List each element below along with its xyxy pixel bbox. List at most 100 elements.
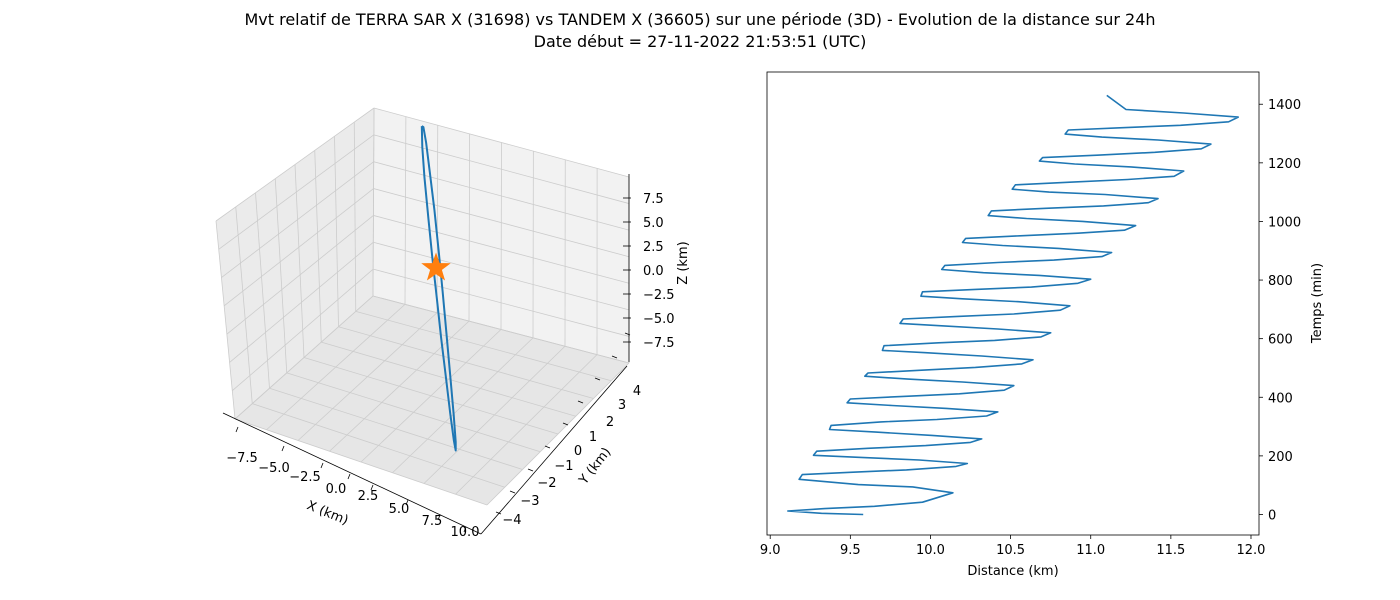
origin-star-marker — [421, 252, 451, 281]
grid-line — [486, 362, 630, 506]
grid-line — [404, 116, 407, 305]
grid-line — [223, 188, 374, 307]
plot-frame — [766, 71, 1260, 536]
grid-line — [373, 161, 630, 231]
grid-line — [274, 178, 288, 373]
grid-line — [373, 188, 630, 258]
grid-line — [392, 337, 534, 474]
grid-line — [373, 107, 630, 178]
y-tick-label: 4 — [633, 384, 641, 399]
y-tick-label: −1 — [554, 459, 573, 474]
x-axis-label: Distance (km) — [967, 564, 1058, 579]
grid-line — [353, 122, 357, 312]
grid-line — [500, 142, 502, 330]
grid-line — [215, 107, 375, 222]
distance-line — [786, 94, 1239, 516]
x-tick — [320, 462, 324, 469]
grid-line — [373, 268, 630, 337]
y-tick — [624, 332, 631, 336]
z-tick-label: 2.5 — [643, 240, 664, 255]
grid-line — [229, 241, 374, 363]
y-tick — [495, 511, 502, 515]
y-tick — [594, 377, 601, 381]
y-tick-label: −2 — [537, 476, 556, 491]
x-tick-label: 10.0 — [451, 525, 480, 540]
y-tick-label: −3 — [520, 494, 539, 509]
grid-line — [215, 220, 236, 420]
y-tick — [562, 422, 569, 426]
x-tick-label: −2.5 — [289, 470, 321, 485]
x-tick — [281, 445, 285, 452]
x-tick-label: 9.5 — [840, 543, 861, 558]
grid-line — [232, 268, 374, 392]
x-tick-label: 5.0 — [389, 502, 410, 517]
x-tick-label: 7.5 — [422, 514, 443, 529]
grid-line — [468, 133, 471, 322]
grid-line — [360, 329, 502, 463]
grid-line — [255, 192, 270, 389]
grid-line — [221, 161, 374, 278]
z-axis-label: Z (km) — [676, 241, 691, 284]
z-tick-label: −2.5 — [643, 288, 675, 303]
x-tick-label: 11.5 — [1156, 543, 1185, 558]
grid-line — [297, 312, 438, 441]
grid-line — [373, 215, 630, 284]
trajectory-line — [420, 125, 457, 452]
y-axis-label: Temps (min) — [1310, 263, 1325, 344]
x-tick-label: 12.0 — [1237, 543, 1266, 558]
grid-line — [218, 134, 375, 250]
y-tick-label: 800 — [1268, 274, 1293, 289]
y-tick-label: 200 — [1268, 450, 1293, 465]
grid-line — [266, 304, 406, 431]
figure-title: Mvt relatif de TERRA SAR X (31698) vs TA… — [244, 10, 1156, 29]
x-tick-label: 10.0 — [916, 543, 945, 558]
grid-line — [372, 295, 630, 364]
grid-line — [423, 345, 566, 484]
pane-floor — [235, 296, 629, 505]
x-tick — [405, 499, 409, 506]
z-tick-label: −5.0 — [643, 312, 675, 327]
y-tick-label: −4 — [502, 513, 521, 528]
grid-line — [373, 134, 630, 204]
y-axis-line — [480, 365, 628, 535]
x-tick-label: 9.0 — [760, 543, 781, 558]
y-tick — [611, 355, 618, 359]
x-tick-label: 10.5 — [996, 543, 1025, 558]
grid-line — [234, 295, 374, 420]
y-tick-label: 2 — [606, 415, 614, 430]
grid-line — [455, 354, 598, 495]
x-tick-label: 11.0 — [1076, 543, 1105, 558]
x-tick — [463, 526, 467, 533]
x-tick-label: 2.5 — [358, 489, 379, 504]
y-tick-label: 600 — [1268, 333, 1293, 348]
grid-line — [436, 125, 439, 313]
x-tick-label: −7.5 — [226, 451, 258, 466]
y-tick-label: 1000 — [1268, 215, 1301, 230]
grid-line — [226, 215, 374, 335]
z-tick-label: 0.0 — [643, 264, 664, 279]
x-tick — [347, 473, 351, 480]
grid-line — [373, 241, 630, 311]
x-tick-label: 0.0 — [326, 482, 347, 497]
y-tick-label: 400 — [1268, 391, 1293, 406]
x-tick — [235, 426, 239, 433]
y-tick-label: 0 — [1268, 508, 1276, 523]
plot-3d-trajectory: −7.5−5.0−2.50.0 2.55.07.510.0−4−3−2−10123… — [215, 107, 691, 540]
x-tick — [437, 514, 441, 521]
z-tick-label: 7.5 — [643, 192, 664, 207]
plot-distance-vs-time: 9.0 9.5 10.0 10.5 11.0 11.5 12.0 0 200 400 600 800 1… — [760, 71, 1325, 579]
grid-line — [329, 320, 470, 452]
figure-subtitle: Date début = 27-11-2022 21:53:51 (UTC) — [533, 32, 867, 51]
y-tick — [527, 468, 534, 472]
x-tick-label: −5.0 — [258, 461, 290, 476]
x-tick — [370, 484, 374, 491]
z-tick-label: −7.5 — [643, 336, 675, 351]
y-tick-label: 1200 — [1268, 157, 1301, 172]
y-tick-label: 3 — [618, 398, 626, 413]
x-axis-line — [222, 412, 482, 535]
grid-line — [294, 164, 305, 358]
y-tick — [509, 490, 516, 494]
y-tick-label: 0 — [574, 444, 582, 459]
grid-line — [314, 150, 322, 343]
